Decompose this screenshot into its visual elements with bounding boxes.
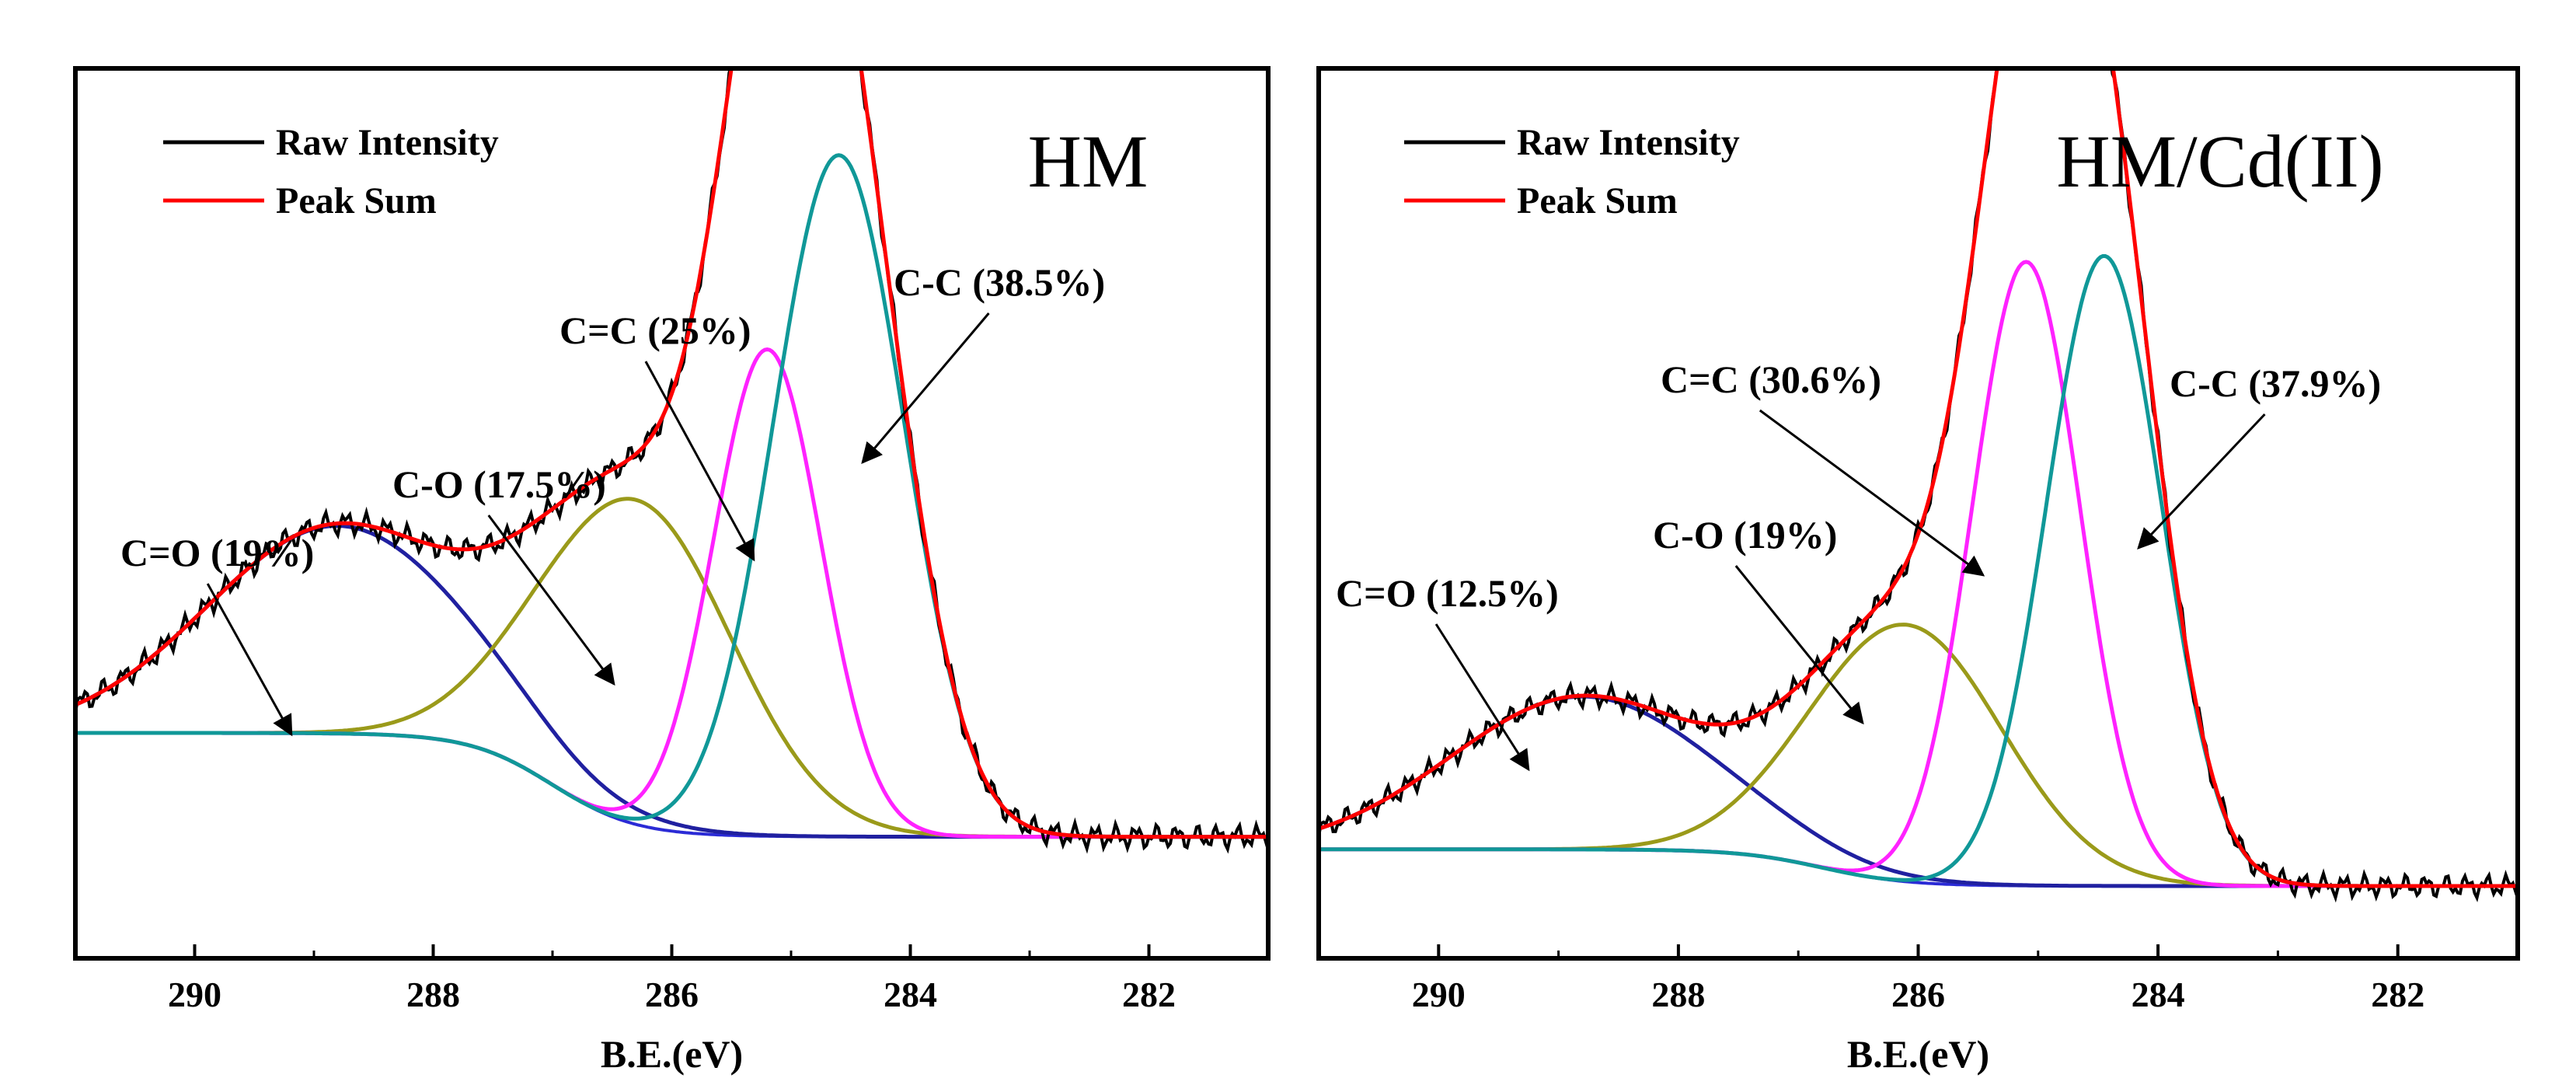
annotation-label: C-O (17.5%) <box>392 462 606 506</box>
annotation-arrow <box>1759 409 1985 577</box>
peak-annotation: C-O (17.5%) <box>392 462 615 686</box>
annotation-label: C=O (12.5%) <box>1336 571 1559 615</box>
x-tick-label: 284 <box>884 975 937 1014</box>
x-tick-label: 290 <box>168 975 221 1014</box>
annotation-label: C=C (25%) <box>559 309 751 352</box>
annotation-arrow <box>487 515 615 686</box>
component-curve-co <box>1321 623 2515 888</box>
annotation-arrow <box>2137 413 2266 549</box>
peak-annotation: C-O (19%) <box>1653 513 1864 725</box>
legend-label: Peak Sum <box>1517 180 1678 222</box>
x-axis-label: B.E.(eV) <box>1847 1032 1989 1076</box>
x-axis-label: B.E.(eV) <box>601 1032 743 1076</box>
legend: Raw Intensity Peak Sum <box>163 122 499 222</box>
x-tick-label: 286 <box>645 975 699 1014</box>
legend-label: Raw Intensity <box>1517 122 1740 163</box>
annotation-label: C=C (30.6%) <box>1661 358 1881 401</box>
chart-panel-hm-cd: 290 288 286 284 282 B.E.(eV) Raw Intensity Peak… <box>1288 0 2576 1092</box>
xps-chart-hm-cd: 290 288 286 284 282 B.E.(eV) Raw Intensity Peak… <box>1316 66 2520 1076</box>
legend-label: Peak Sum <box>276 180 437 222</box>
chart-panel-hm: 290 288 286 284 282 B.E.(eV) Raw Intensity Peak… <box>73 66 1271 1076</box>
annotation-label: C=O (19%) <box>120 531 314 574</box>
x-tick-label: 290 <box>1412 975 1466 1014</box>
raw-intensity-line <box>1321 71 2515 903</box>
peak-annotation: C=O (19%) <box>120 531 314 737</box>
peak-sum-line <box>78 71 1266 839</box>
peak-annotation: C=O (12.5%) <box>1336 571 1559 772</box>
legend-label: Raw Intensity <box>276 122 499 163</box>
peak-sum-line <box>1321 71 2515 888</box>
sample-label: HM <box>1028 120 1149 203</box>
sample-label: HM/Cd(II) <box>2056 120 2383 203</box>
x-tick-label: 288 <box>406 975 460 1014</box>
peak-annotation: C=C (30.6%) <box>1661 358 1985 577</box>
x-tick-label: 282 <box>2371 975 2424 1014</box>
x-tick-label: 282 <box>1122 975 1176 1014</box>
annotation-label: C-C (38.5%) <box>894 260 1105 304</box>
annotation-arrow <box>644 361 755 562</box>
x-tick-label: 286 <box>1891 975 1945 1014</box>
peak-annotation: C-C (38.5%) <box>861 260 1105 465</box>
peak-annotation: C-C (37.9%) <box>2137 361 2381 549</box>
plot-area <box>1321 71 2515 903</box>
xps-chart-hm: 290 288 286 284 282 B.E.(eV) Raw Intensity Peak… <box>73 66 1271 1076</box>
annotation-arrow <box>1434 623 1530 772</box>
annotation-label: C-C (37.9%) <box>2170 361 2381 405</box>
annotation-arrow <box>1734 565 1864 725</box>
legend: Raw Intensity Peak Sum <box>1404 122 1740 222</box>
annotation-label: C-O (19%) <box>1653 513 1837 556</box>
annotation-arrow <box>861 312 990 465</box>
x-tick-label: 284 <box>2132 975 2185 1014</box>
annotation-arrow <box>206 583 293 737</box>
x-tick-label: 288 <box>1651 975 1705 1014</box>
component-curve-ceqc <box>78 347 1266 839</box>
peak-annotation: C=C (25%) <box>559 309 755 562</box>
raw-intensity-line <box>78 71 1266 854</box>
